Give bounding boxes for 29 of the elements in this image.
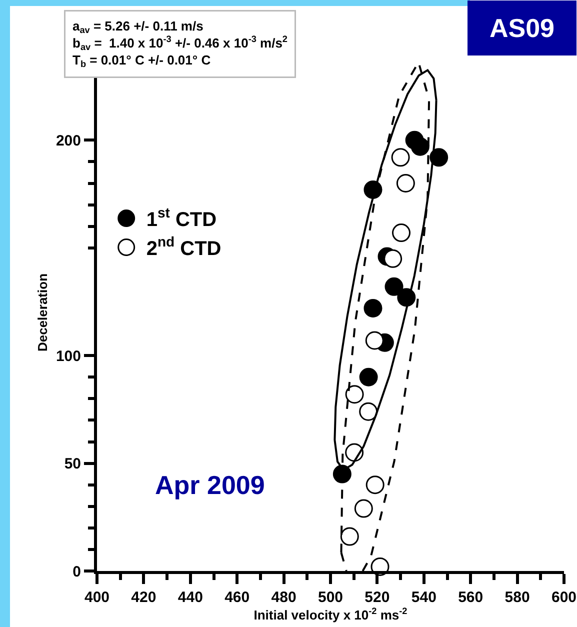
x-tick-label: 420: [131, 589, 156, 606]
x-tick-label: 400: [84, 589, 110, 606]
x-axis-title: Initial velocity x 10$^{-2}$ ms$^{-2}$: [254, 606, 408, 622]
chart-title: AS09: [489, 13, 555, 43]
point: [384, 249, 402, 268]
point: [384, 277, 404, 296]
y-tick-label: 50: [64, 456, 81, 473]
x-tick-label: 580: [504, 589, 530, 606]
x-tick-label: 500: [318, 589, 344, 606]
y-tick-label: 200: [56, 132, 81, 150]
x-tick-label: 460: [224, 589, 250, 606]
y-axis-title: Deceleration: [34, 273, 50, 352]
point: [364, 298, 382, 318]
x-tick-label: 480: [271, 589, 296, 606]
x-tick-label: 440: [178, 589, 203, 606]
point: [430, 148, 448, 167]
y-tick-label: 0: [72, 563, 81, 580]
legend-label: 1$^{st}$ CTD: [146, 204, 217, 232]
legend-label: 2$^{nd}$ CTD: [146, 234, 222, 260]
point: [410, 137, 430, 156]
x-tick-label: 520: [364, 589, 390, 606]
annotation: Apr 2009: [155, 470, 265, 500]
x-tick-label: 540: [411, 589, 436, 606]
x-tick-label: 560: [458, 589, 484, 606]
x-tick-label: 600: [551, 589, 577, 606]
point: [365, 331, 384, 350]
y-tick-label: 100: [56, 348, 81, 365]
point: [359, 368, 378, 386]
text: a$_{av}$ = 5.26 +/- 0.11 m/s b$_{av}$ = 1.40 x 10$^{-3}$ +/- 0.46 x 10$^{-3}$ m/s$^{2}$ T$_{b}$ = 0.01° C +/- 0.01° C: [72, 18, 288, 70]
